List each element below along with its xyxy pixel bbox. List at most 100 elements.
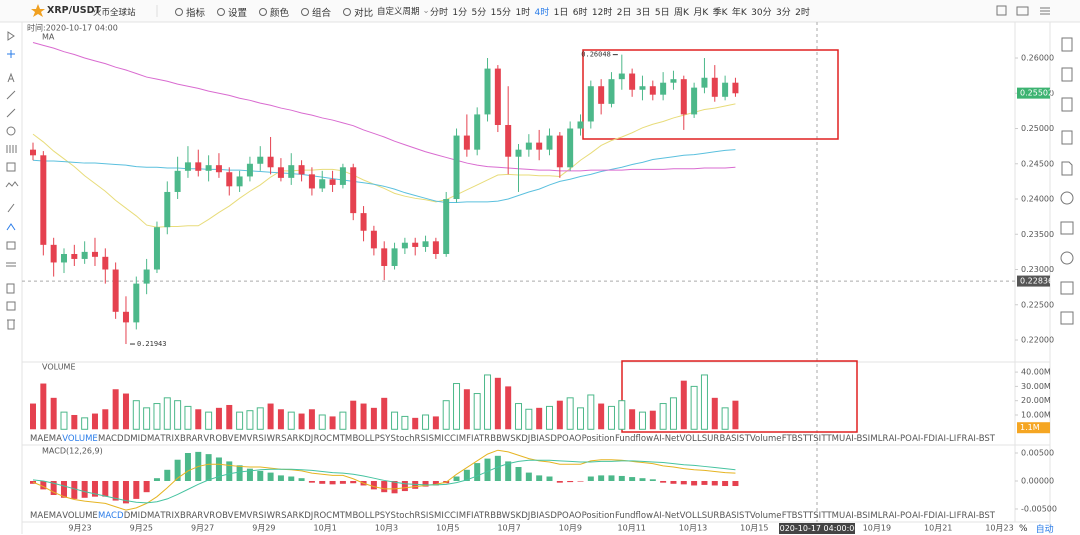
indicator-tab[interactable]: FR <box>956 434 968 444</box>
indicator-tab[interactable]: AO <box>568 434 582 444</box>
indicator-tab[interactable]: TTMU <box>821 434 846 444</box>
indicator-tab[interactable]: MLR <box>870 511 889 521</box>
indicator-tab[interactable]: StochRSI <box>390 434 429 444</box>
indicator-tab[interactable]: StochRSI <box>390 511 429 521</box>
indicator-tab[interactable]: OBV <box>215 434 234 444</box>
indicator-tab[interactable]: Fundflow <box>614 434 654 444</box>
indicator-tab[interactable]: MA <box>30 434 44 444</box>
auto[interactable]: 自动 <box>1035 525 1054 535</box>
toolbar-button[interactable]: 对比 <box>343 5 373 19</box>
indicator-tab[interactable]: EMA <box>43 434 62 444</box>
indicator-tab[interactable]: BBW <box>490 434 511 444</box>
indicator-tab[interactable]: AI-NetVOL <box>653 511 697 521</box>
indicator-tab[interactable]: BASIS <box>719 434 745 444</box>
period[interactable]: 6时 <box>572 8 588 18</box>
button-label[interactable]: 设置 <box>228 8 248 19</box>
indicator-tab[interactable]: RSI <box>252 434 267 444</box>
tool-icon[interactable] <box>6 145 17 153</box>
custom-period-text[interactable]: 自定义周期 <box>377 7 420 17</box>
button-icon[interactable] <box>301 8 310 16</box>
indicator-tab[interactable]: LSUR <box>696 511 720 521</box>
indicator-tab[interactable]: AI-LI <box>937 511 957 521</box>
indicator-tab[interactable]: SAR <box>281 511 299 521</box>
indicator-tab[interactable]: MTM <box>332 434 353 444</box>
indicator-tab[interactable]: BRAR <box>180 511 204 521</box>
indicator-tab[interactable]: DMI <box>123 511 141 521</box>
period[interactable]: 年K <box>731 8 747 18</box>
indicator-tab[interactable]: AI-PO <box>888 511 912 521</box>
tool-icon[interactable] <box>1060 221 1074 235</box>
top-icon[interactable] <box>1016 6 1029 16</box>
indicator-tab[interactable]: FTBS <box>781 511 803 521</box>
button-label[interactable]: 组合 <box>312 8 332 19</box>
period[interactable]: 季K <box>712 8 728 18</box>
tool-icon[interactable] <box>1061 67 1073 82</box>
tool-icon[interactable] <box>1060 191 1074 205</box>
percent[interactable]: % <box>1019 523 1028 534</box>
indicator-tab[interactable]: AI-BSI <box>845 511 871 521</box>
button-icon[interactable] <box>175 8 183 16</box>
indicator-tab[interactable]: RSI <box>252 511 267 521</box>
button-icon[interactable] <box>259 8 268 16</box>
indicator-tab[interactable]: LSUR <box>696 434 720 444</box>
indicator-tab[interactable]: Fundflow <box>614 511 654 521</box>
indicator-tab[interactable]: ROC <box>313 434 333 444</box>
top-icon[interactable] <box>996 5 1007 16</box>
button-label[interactable]: 对比 <box>354 8 374 19</box>
indicator-tab[interactable]: WR <box>266 434 281 444</box>
indicator-tab[interactable]: SAR <box>281 434 299 444</box>
indicator-tab[interactable]: AI-BST <box>967 511 995 521</box>
indicator-tab[interactable]: MACD <box>98 434 124 444</box>
tool-icon[interactable] <box>6 283 15 294</box>
symbol[interactable]: XRP/USDT <box>47 5 101 16</box>
period[interactable]: 周K <box>674 8 689 18</box>
tool-icon[interactable] <box>5 181 19 188</box>
indicator-tab[interactable]: MFI <box>458 511 474 521</box>
indicator-tab[interactable]: VOLUME <box>62 434 98 444</box>
indicator-tab[interactable]: CCI <box>444 434 459 444</box>
indicator-tab[interactable]: VR <box>203 511 216 521</box>
indicator-tab[interactable]: AI-BST <box>967 434 995 444</box>
indicator-tab[interactable]: BIAS <box>530 511 551 521</box>
indicator-tab[interactable]: BASIS <box>719 511 745 521</box>
indicator-tab[interactable]: DMA <box>140 511 161 521</box>
indicator-tab[interactable]: ATR <box>473 511 490 521</box>
indicator-tab[interactable]: TRIX <box>160 511 180 521</box>
indicator-tab[interactable]: DMI <box>123 434 141 444</box>
indicator-tab[interactable]: VR <box>203 434 216 444</box>
indicator-tab[interactable]: DMA <box>140 434 161 444</box>
button-icon[interactable] <box>343 8 352 16</box>
tool-icon[interactable] <box>1061 130 1073 145</box>
period[interactable]: 12时 <box>591 8 613 18</box>
period[interactable]: 30分 <box>751 8 772 18</box>
indicator-tab[interactable]: MACD <box>98 511 124 521</box>
indicator-tab[interactable]: MA <box>30 511 44 521</box>
period[interactable]: 1日 <box>553 8 569 18</box>
period[interactable]: 3日 <box>635 8 651 18</box>
indicator-tab[interactable]: MLR <box>870 434 889 444</box>
indicator-tab[interactable]: BRAR <box>180 434 204 444</box>
period[interactable]: 2日 <box>616 8 632 18</box>
star-icon[interactable] <box>31 4 45 17</box>
button-label[interactable]: 指标 <box>186 8 206 19</box>
custom-period[interactable]: 自定义周期 ⌄ <box>377 5 430 17</box>
indicator-tab[interactable]: AI-PO <box>888 434 912 444</box>
indicator-tab[interactable]: MTM <box>332 511 353 521</box>
period[interactable]: 15分 <box>490 8 512 18</box>
indicator-tab[interactable]: BBW <box>490 511 511 521</box>
indicator-tab[interactable]: SMI <box>428 511 444 521</box>
indicator-tab[interactable]: AI-FDI <box>912 511 938 521</box>
indicator-tab[interactable]: ROC <box>313 511 333 521</box>
tool-icon[interactable] <box>7 203 15 213</box>
button-icon[interactable] <box>217 8 226 16</box>
tool-icon[interactable] <box>1061 97 1073 112</box>
period[interactable]: 1时 <box>515 8 531 18</box>
indicator-tab[interactable]: TTSI <box>803 434 822 444</box>
right-tools[interactable] <box>996 5 1074 325</box>
dropdown-caret[interactable]: ⌄ <box>422 6 430 16</box>
indicator-tab[interactable]: AI-FDI <box>912 434 938 444</box>
indicator-tab[interactable]: KDJ <box>298 434 314 444</box>
indicator-tab[interactable]: PSY <box>374 434 391 444</box>
indicator-tab[interactable]: PSY <box>374 511 391 521</box>
indicator-tab[interactable]: AI-NetVOL <box>653 434 697 444</box>
